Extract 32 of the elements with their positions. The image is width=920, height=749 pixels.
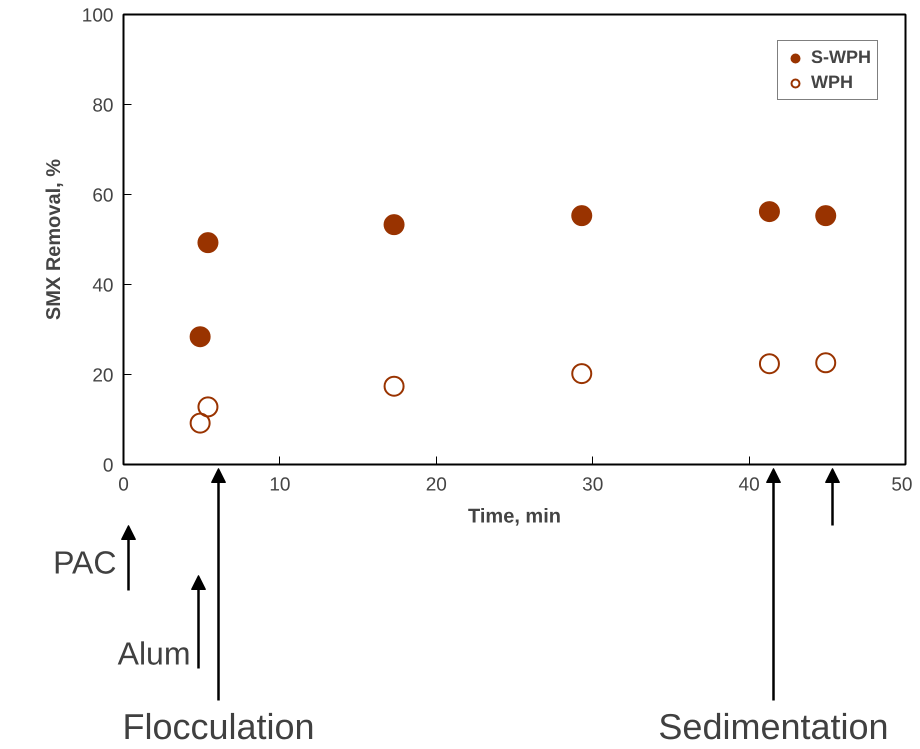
text: Alum [118, 636, 190, 672]
point [571, 363, 592, 384]
point [190, 412, 211, 434]
point [384, 376, 405, 397]
legend-label: S-WPH [811, 47, 871, 68]
x-tick-label: 10 [269, 474, 290, 496]
y-tick-label: 0 [102, 456, 114, 476]
y-tick-label: 40 [92, 276, 114, 296]
x-axis-title: Time, min [468, 506, 562, 528]
text: PAC [53, 544, 116, 580]
point [758, 353, 780, 374]
y-tick-label: 80 [92, 96, 114, 116]
y-tick-label: 60 [92, 186, 114, 206]
point [815, 205, 836, 226]
text: Flocculation [122, 706, 315, 747]
y-tick-label: 100 [82, 6, 114, 26]
point [197, 232, 218, 254]
point [571, 205, 592, 226]
x-tick-label: 30 [582, 474, 604, 496]
point [197, 396, 218, 418]
text: Sedimentation [658, 706, 889, 747]
x-tick-label: 50 [891, 474, 913, 496]
y-tick-label: 20 [92, 366, 114, 386]
x-tick-label: 0 [118, 474, 129, 496]
point [190, 326, 211, 348]
point [815, 352, 836, 374]
legend-label: WPH [811, 72, 853, 93]
y-axis-title: SMX Removal, % [42, 158, 65, 320]
x-tick-label: 20 [426, 474, 447, 496]
point [758, 201, 780, 222]
point [384, 214, 405, 236]
x-tick-label: 40 [738, 474, 760, 496]
